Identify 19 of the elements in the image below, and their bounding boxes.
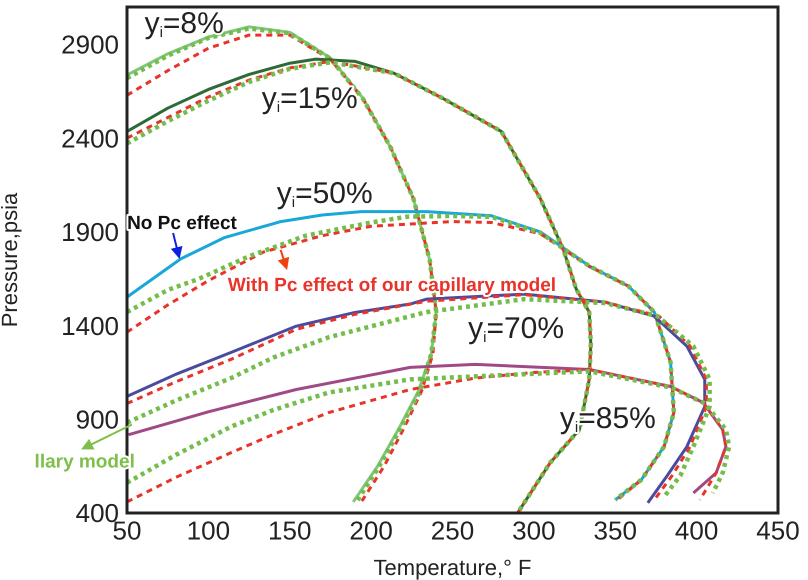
annotation: y$_{i}$=50% bbox=[276, 177, 373, 212]
x-tick-label: 250 bbox=[430, 515, 474, 546]
annotation: y$_{i}$=8% bbox=[144, 7, 224, 42]
y-tick-label: 2900 bbox=[61, 30, 119, 60]
x-axis-title: Temperature,° F bbox=[374, 555, 532, 580]
y-tick-label: 1400 bbox=[61, 310, 119, 341]
x-tick-label: 200 bbox=[349, 515, 393, 546]
x-tick-label: 100 bbox=[186, 515, 230, 546]
annotation: y$_{i}$=70% bbox=[468, 312, 564, 346]
x-tick-label: 300 bbox=[512, 515, 556, 546]
x-tick-label: 350 bbox=[594, 515, 637, 546]
y-tick-label: 2400 bbox=[61, 123, 119, 154]
x-tick-label: 450 bbox=[756, 515, 800, 546]
annotation: y$_{i}$=15% bbox=[262, 82, 358, 117]
x-tick-label: 150 bbox=[268, 515, 312, 546]
y-tick-label: 900 bbox=[76, 404, 119, 435]
x-tick-label: 400 bbox=[674, 515, 718, 546]
y-axis-title: Pressure,psia bbox=[0, 192, 22, 328]
y-tick-label: 1900 bbox=[61, 217, 119, 248]
